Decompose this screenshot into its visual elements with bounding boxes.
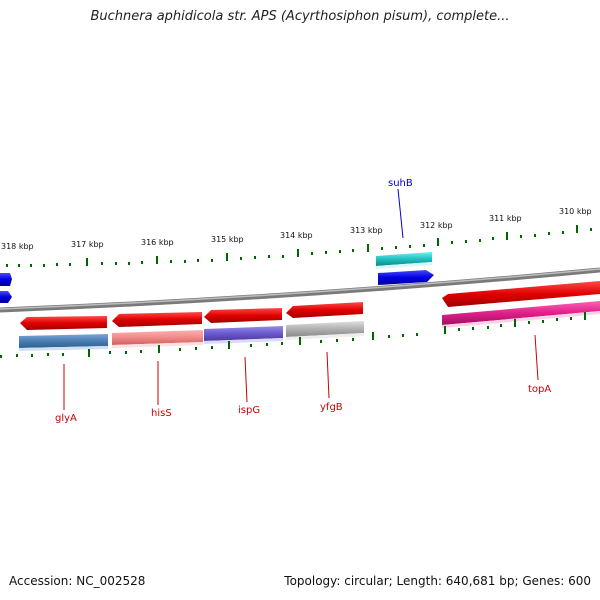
major-tick (437, 238, 439, 246)
tick-label-318: 318 kbp (1, 242, 34, 251)
major-tick (444, 326, 446, 334)
left-edge-forward-cds (0, 273, 12, 303)
accession-label: Accession: NC_002528 (9, 574, 146, 588)
major-tick (226, 253, 228, 261)
glyA-orf (19, 334, 108, 351)
outer-tick-row (6, 225, 592, 267)
ispG-cds (204, 308, 282, 323)
ispG-orf (204, 326, 283, 344)
hisS-label: hisS (151, 408, 172, 419)
major-tick (297, 249, 299, 257)
topA-label: topA (528, 384, 551, 395)
tick-label-315: 315 kbp (211, 235, 244, 244)
topA-cds (442, 281, 600, 307)
yfgB-orf (286, 321, 364, 340)
topA-leader (534, 334, 539, 381)
ispG-label: ispG (238, 405, 260, 416)
major-tick (514, 319, 516, 327)
major-tick (158, 345, 160, 353)
suhB-cds (378, 270, 434, 285)
suhB-leader (397, 188, 404, 239)
tick-label-312: 312 kbp (420, 221, 453, 230)
hisS-orf (112, 330, 203, 348)
tick-label-311: 311 kbp (489, 214, 522, 223)
tick-label-317: 317 kbp (71, 240, 104, 249)
major-tick (86, 258, 88, 266)
tick-label-310: 310 kbp (559, 207, 592, 216)
topology-label: Topology: circular; Length: 640,681 bp; … (284, 574, 591, 588)
suhB-orf (376, 252, 432, 269)
yfgB-label: yfgB (320, 402, 343, 413)
genome-backbone (0, 267, 600, 313)
yfgB-leader (326, 351, 330, 399)
major-tick (576, 225, 578, 233)
yfgB-cds (286, 302, 363, 318)
hisS-cds (112, 312, 202, 327)
glyA-cds (20, 316, 107, 330)
major-tick (228, 341, 230, 349)
major-tick (367, 244, 369, 252)
major-tick (506, 232, 508, 240)
tick-label-316: 316 kbp (141, 238, 174, 247)
map-title: Buchnera aphidicola str. APS (Acyrthosip… (90, 9, 510, 24)
major-tick (372, 332, 374, 340)
glyA-label: glyA (55, 413, 77, 424)
inner-tick-row (0, 312, 586, 358)
major-tick (88, 349, 90, 357)
major-tick (299, 337, 301, 345)
major-tick (584, 312, 586, 320)
topA-orf (442, 301, 600, 328)
tick-label-313: 313 kbp (350, 226, 383, 235)
major-tick (156, 256, 158, 264)
tick-label-314: 314 kbp (280, 231, 313, 240)
suhB-label: suhB (388, 178, 413, 189)
ispG-leader (244, 356, 248, 403)
